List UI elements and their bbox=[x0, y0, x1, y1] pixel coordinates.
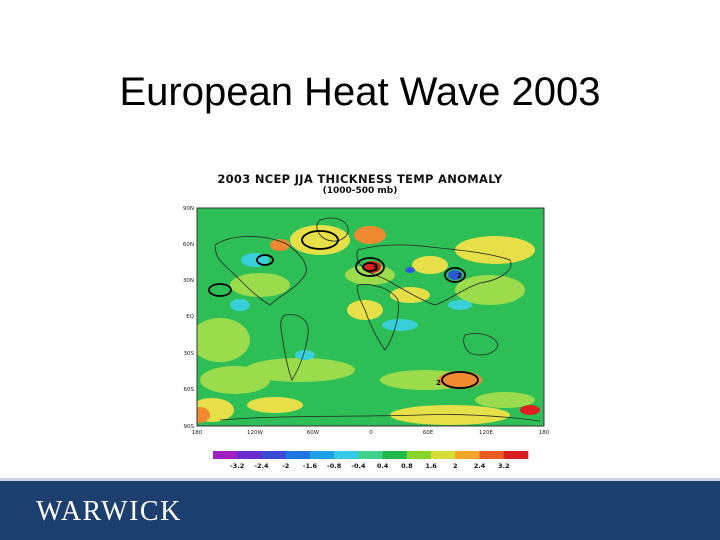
lat-label: 30S bbox=[184, 351, 195, 357]
contour-label: 2 bbox=[457, 272, 462, 280]
colorbar-swatch bbox=[406, 451, 432, 459]
footer-divider bbox=[0, 478, 720, 481]
colorbar-label: 2.4 bbox=[474, 462, 486, 470]
anomaly-field bbox=[197, 208, 544, 426]
colorbar-label: -1.6 bbox=[303, 462, 318, 470]
colorbar-label: -2.4 bbox=[254, 462, 269, 470]
colorbar-swatch bbox=[334, 451, 359, 459]
colorbar-label: -0.8 bbox=[327, 462, 342, 470]
lat-label: 30N bbox=[183, 278, 194, 284]
warwick-logo: WARWICK bbox=[36, 496, 182, 527]
colorbar-swatch bbox=[479, 451, 505, 459]
lon-label: 0 bbox=[369, 430, 373, 436]
colorbar bbox=[213, 451, 529, 459]
anomaly-map: 3 2 2 90N 60N 30N EQ 30S 60S 90S 180 120… bbox=[183, 206, 550, 470]
colorbar-swatch bbox=[285, 451, 311, 459]
lat-label: 90N bbox=[183, 206, 194, 212]
slide-title: European Heat Wave 2003 bbox=[119, 70, 601, 114]
lon-label: 60W bbox=[307, 430, 320, 436]
lon-label: 60E bbox=[423, 430, 434, 436]
map-subtitle: (1000-500 mb) bbox=[322, 186, 398, 196]
colorbar-label: 2 bbox=[453, 462, 458, 470]
colorbar-label: -0.4 bbox=[351, 462, 366, 470]
colorbar-label: 0.4 bbox=[377, 462, 389, 470]
colorbar-label: 1.6 bbox=[425, 462, 437, 470]
lat-label: 60S bbox=[184, 387, 195, 393]
lat-label: EQ bbox=[186, 314, 194, 320]
colorbar-swatch bbox=[455, 451, 480, 459]
plot-frame bbox=[196, 207, 545, 427]
contour-lines bbox=[208, 230, 479, 389]
contour-label: 3 bbox=[373, 265, 378, 273]
footer-bar bbox=[0, 481, 720, 540]
lat-label: 90S bbox=[184, 424, 195, 430]
colorbar-label: -3.2 bbox=[230, 462, 244, 470]
colorbar-swatch bbox=[503, 451, 529, 459]
anomaly-map-figure: 3 2 2 90N 60N 30N EQ 30S 60S 90S 180 120… bbox=[160, 165, 560, 475]
colorbar-label: 3.2 bbox=[498, 462, 510, 470]
colorbar-swatch bbox=[358, 451, 383, 459]
colorbar-swatch bbox=[213, 451, 238, 459]
colorbar-swatch bbox=[237, 451, 262, 459]
lon-label: 120E bbox=[479, 430, 493, 436]
colorbar-label: 0.8 bbox=[401, 462, 413, 470]
lon-label: 180 bbox=[192, 430, 203, 436]
colorbar-swatch bbox=[261, 451, 286, 459]
colorbar-label: -2 bbox=[282, 462, 289, 470]
contour-label: 2 bbox=[436, 379, 441, 387]
colorbar-swatch bbox=[431, 451, 456, 459]
lon-label: 180 bbox=[539, 430, 550, 436]
lat-label: 60N bbox=[183, 242, 194, 248]
map-title: 2003 NCEP JJA THICKNESS TEMP ANOMALY bbox=[217, 172, 503, 186]
lon-label: 120W bbox=[247, 430, 263, 436]
colorbar-swatch bbox=[309, 451, 335, 459]
colorbar-swatch bbox=[382, 451, 408, 459]
